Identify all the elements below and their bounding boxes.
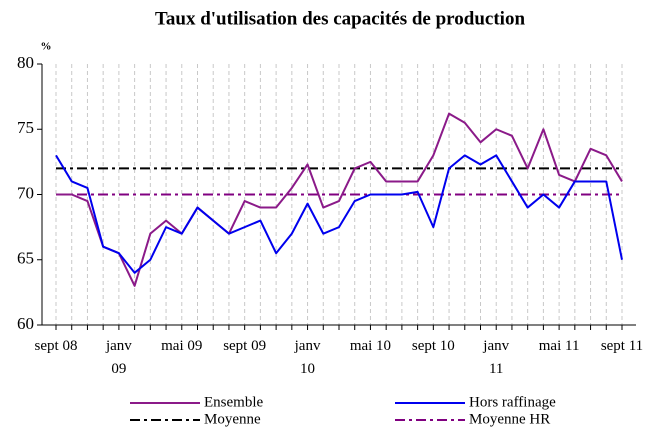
chart-title: Taux d'utilisation des capacités de prod… — [155, 8, 525, 29]
x-tick-label: sept 10 — [411, 338, 455, 354]
series-line — [55, 154, 623, 274]
x-tick-label: janv 11 — [483, 338, 510, 377]
x-tick-label: mai 09 — [161, 338, 203, 354]
y-tick-label: 60 — [17, 314, 34, 333]
y-tick-label: 75 — [17, 118, 34, 137]
x-tick-label: mai 11 — [538, 338, 580, 354]
y-tick-label: 65 — [17, 249, 34, 268]
legend-label: Ensemble — [204, 394, 263, 410]
y-tick-label: 80 — [17, 53, 34, 72]
x-tick-label: janv 10 — [294, 338, 321, 377]
x-tick-label: sept 08 — [34, 338, 78, 354]
legend-label: Moyenne HR — [469, 411, 550, 427]
y-axis-label: % — [41, 41, 52, 53]
legend-label: Moyenne — [204, 411, 261, 427]
x-tick-label: sept 11 — [600, 338, 644, 354]
x-tick-label: janv 09 — [105, 338, 132, 377]
x-tick-label: sept 09 — [223, 338, 267, 354]
series-line — [56, 112, 623, 287]
x-tick-label: mai 10 — [349, 338, 392, 354]
legend-label: Hors raffinage — [469, 394, 556, 410]
y-tick-label: 70 — [17, 183, 34, 202]
